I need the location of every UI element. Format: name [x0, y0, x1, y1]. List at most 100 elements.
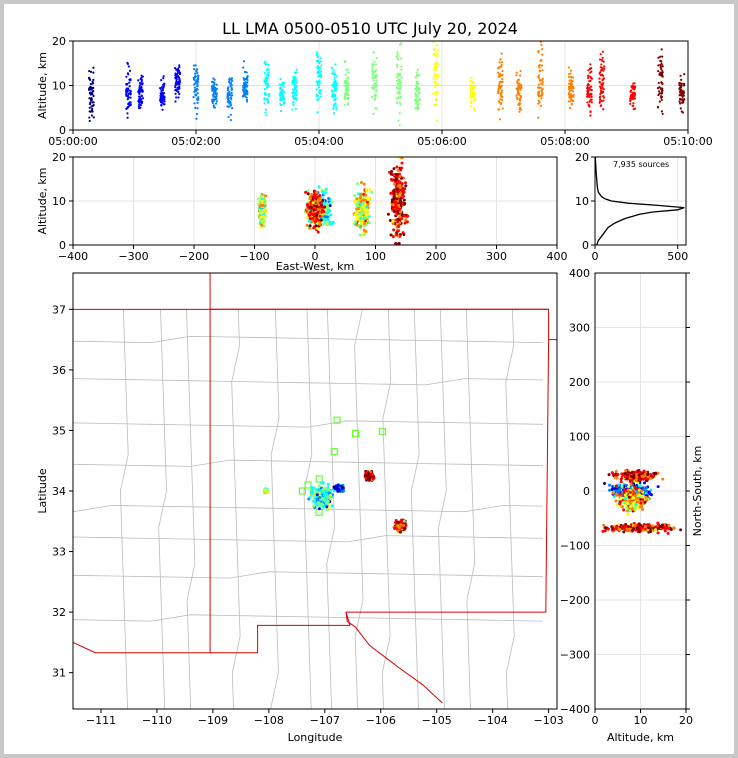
source-point — [599, 85, 602, 88]
source-point — [174, 85, 177, 89]
source-point — [499, 80, 502, 83]
source-point — [193, 86, 197, 89]
source-point — [500, 94, 503, 97]
source-point — [138, 84, 141, 87]
source-point — [416, 89, 419, 93]
source-point — [631, 501, 635, 505]
source-point — [178, 92, 181, 96]
source-point — [319, 70, 322, 73]
source-point — [680, 91, 683, 95]
source-point — [638, 470, 642, 474]
source-point — [315, 195, 319, 199]
county-border — [119, 309, 129, 709]
source-point — [588, 105, 591, 108]
source-point — [192, 64, 196, 67]
source-point — [396, 187, 400, 191]
source-point — [388, 218, 392, 222]
source-point — [245, 71, 248, 74]
source-point — [568, 92, 571, 95]
x-tick-label: 500 — [667, 250, 688, 263]
source-point — [396, 180, 400, 184]
source-point — [470, 94, 473, 98]
source-point — [315, 88, 318, 91]
source-point — [683, 73, 686, 76]
source-point — [163, 95, 166, 98]
source-point — [197, 80, 200, 83]
source-point — [571, 94, 574, 98]
source-point — [315, 190, 319, 194]
source-point — [657, 56, 660, 59]
source-point — [316, 81, 320, 84]
source-point — [656, 531, 660, 535]
source-point — [161, 89, 165, 92]
source-point — [373, 97, 377, 100]
source-point — [393, 526, 397, 530]
source-point — [260, 199, 264, 203]
source-point — [402, 198, 406, 202]
source-point — [312, 195, 316, 199]
source-point — [660, 65, 663, 69]
source-point — [162, 83, 166, 87]
source-point — [633, 494, 637, 498]
source-point — [160, 78, 163, 82]
source-point — [315, 493, 319, 497]
source-point — [660, 63, 663, 66]
source-point — [397, 242, 401, 246]
source-point — [318, 205, 322, 209]
source-point — [354, 211, 358, 215]
source-point — [432, 78, 436, 81]
source-point — [318, 61, 321, 65]
source-point — [333, 487, 337, 491]
source-point — [318, 495, 322, 499]
source-point — [228, 78, 231, 81]
source-point — [138, 92, 141, 96]
source-point — [501, 98, 504, 102]
source-point — [363, 233, 367, 237]
source-point — [197, 75, 200, 78]
source-point — [681, 98, 684, 101]
source-point — [126, 61, 129, 65]
source-point — [246, 75, 249, 78]
source-point — [262, 224, 266, 228]
y-tick-label: 20 — [52, 35, 66, 48]
source-point — [469, 80, 472, 83]
source-point — [398, 101, 401, 104]
source-point — [266, 100, 269, 103]
source-point — [632, 108, 635, 111]
source-point — [194, 88, 197, 91]
source-point — [661, 82, 664, 86]
source-point — [569, 79, 573, 82]
source-point — [90, 99, 93, 102]
source-point — [318, 222, 322, 226]
source-point — [567, 100, 570, 103]
source-point — [312, 226, 316, 230]
source-point — [400, 57, 403, 60]
source-point — [337, 487, 341, 491]
source-point — [537, 92, 541, 95]
source-point — [89, 110, 92, 113]
source-point — [400, 182, 404, 186]
source-point — [266, 76, 269, 79]
source-point — [399, 191, 403, 195]
source-point — [178, 78, 181, 81]
source-point — [128, 81, 131, 84]
source-point — [680, 110, 683, 113]
source-point — [177, 96, 180, 99]
source-point — [599, 66, 603, 69]
source-point — [316, 67, 319, 70]
source-point — [656, 471, 660, 475]
source-point — [637, 500, 641, 504]
county-border — [381, 309, 392, 709]
source-point — [436, 55, 439, 58]
source-point — [538, 63, 541, 66]
source-point — [618, 492, 622, 496]
source-point — [264, 111, 267, 114]
source-point — [192, 78, 196, 81]
source-point — [589, 63, 592, 66]
source-point — [667, 527, 671, 531]
source-point — [398, 530, 402, 534]
source-point — [600, 104, 603, 107]
source-point — [279, 78, 282, 81]
source-point — [158, 99, 162, 102]
source-point — [195, 112, 199, 116]
